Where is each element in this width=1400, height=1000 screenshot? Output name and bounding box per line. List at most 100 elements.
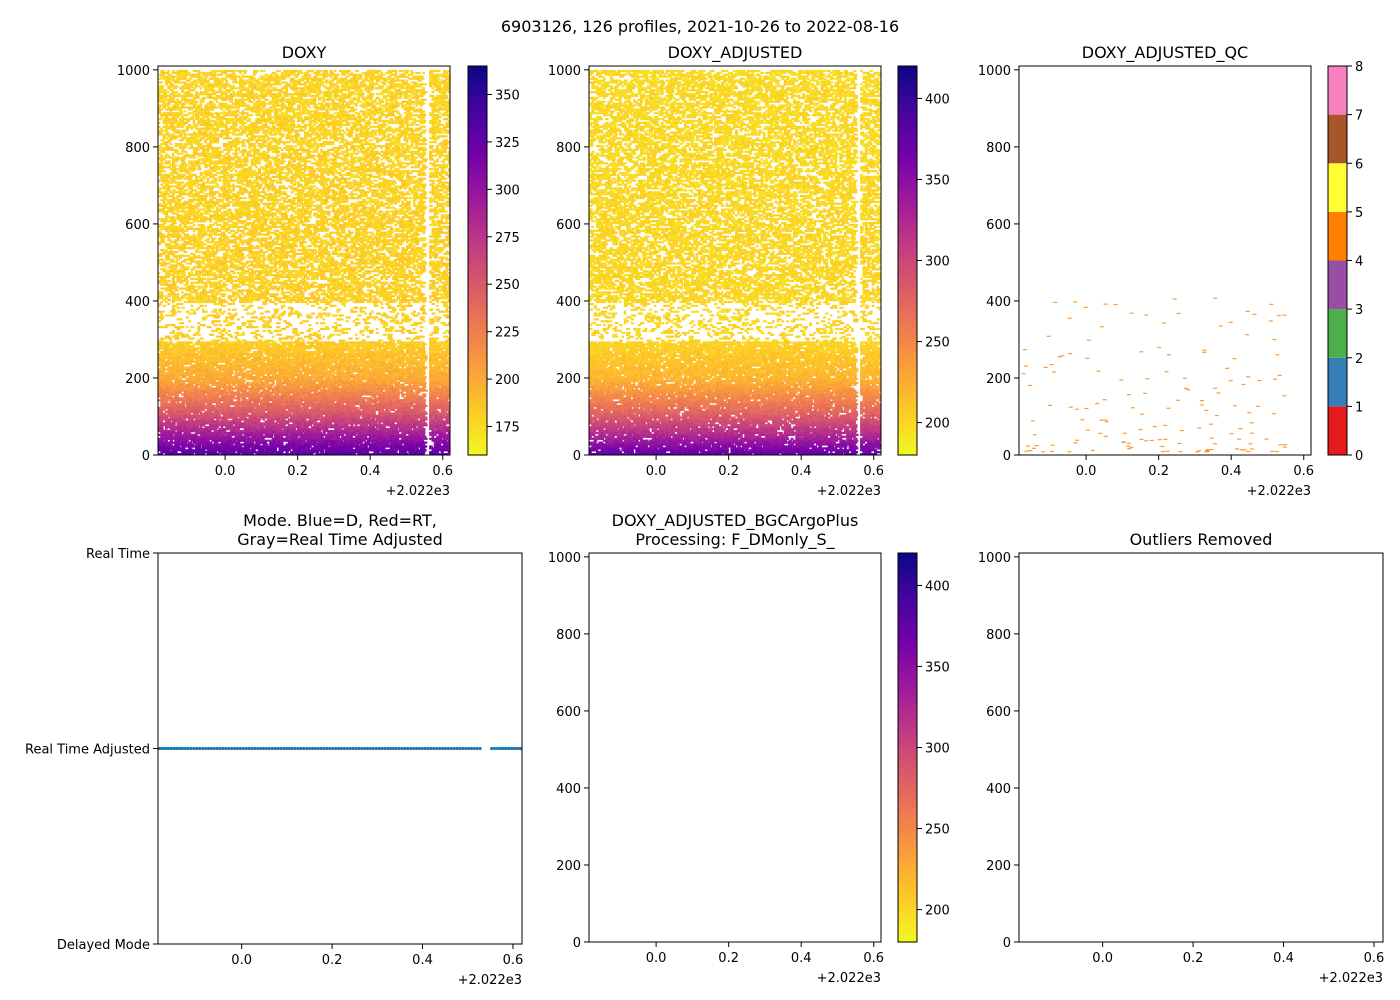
data-cell — [167, 412, 171, 415]
data-cell — [174, 412, 179, 415]
data-cell — [181, 404, 185, 408]
data-cell — [190, 204, 193, 207]
data-cell — [204, 139, 208, 142]
data-cell — [169, 252, 173, 255]
data-cell — [213, 356, 218, 359]
data-cell — [197, 364, 202, 367]
data-cell — [206, 426, 212, 429]
data-cell — [197, 327, 201, 331]
data-cell — [229, 443, 234, 446]
data-cell — [165, 270, 168, 273]
data-cell — [227, 202, 231, 205]
data-cell — [190, 397, 195, 400]
data-cell — [171, 168, 177, 171]
data-cell — [213, 297, 218, 300]
data-cell — [197, 104, 203, 107]
data-cell — [234, 150, 238, 153]
data-cell — [195, 372, 199, 375]
data-cell — [213, 181, 218, 184]
data-cell — [241, 212, 246, 215]
data-cell — [206, 399, 210, 402]
data-cell — [222, 112, 228, 115]
data-cell — [211, 170, 215, 173]
data-cell — [167, 349, 171, 352]
data-cell — [192, 69, 198, 73]
data-cell — [171, 160, 176, 163]
data-cell — [248, 401, 252, 404]
data-cell — [181, 243, 184, 246]
data-cell — [158, 252, 163, 255]
data-cell — [243, 206, 247, 209]
data-cell — [162, 366, 166, 369]
data-cell — [181, 175, 185, 178]
data-cell — [227, 343, 230, 346]
data-cell — [220, 395, 224, 398]
data-cell — [220, 449, 224, 452]
data-cell — [171, 87, 177, 90]
data-cell — [174, 254, 177, 257]
data-cell — [218, 408, 223, 411]
data-cell — [188, 320, 192, 323]
data-cell — [239, 127, 244, 130]
data-cell — [197, 370, 201, 373]
data-cell — [222, 114, 228, 117]
data-cell — [204, 112, 210, 115]
data-cell — [213, 202, 218, 205]
data-cell — [165, 83, 169, 86]
data-cell — [167, 210, 172, 213]
data-cell — [183, 87, 188, 90]
data-cell — [234, 341, 240, 344]
data-cell — [174, 222, 177, 225]
data-cell — [234, 239, 238, 242]
data-cell — [165, 104, 170, 107]
data-cell — [232, 379, 237, 383]
data-cell — [206, 381, 211, 384]
data-cell — [195, 420, 199, 423]
data-cell — [232, 173, 236, 176]
data-cell — [178, 158, 182, 161]
data-cell — [229, 98, 234, 101]
data-cell — [227, 374, 233, 377]
data-cell — [183, 210, 189, 213]
data-cell — [204, 145, 209, 148]
data-cell — [167, 189, 172, 192]
data-cell — [169, 349, 174, 352]
data-cell — [160, 275, 165, 279]
data-cell — [236, 106, 240, 109]
data-cell — [222, 85, 227, 88]
data-cell — [234, 370, 239, 373]
data-cell — [234, 331, 240, 334]
data-cell — [176, 431, 182, 435]
data-cell — [178, 439, 183, 442]
data-cell — [243, 447, 248, 450]
data-cell — [195, 256, 200, 259]
data-cell — [158, 412, 161, 415]
data-cell — [185, 287, 190, 290]
data-cell — [211, 393, 214, 396]
data-cell — [215, 183, 220, 186]
data-cell — [209, 264, 214, 267]
data-cell — [192, 73, 198, 76]
data-cell — [195, 374, 200, 377]
data-cell — [204, 75, 209, 78]
data-cell — [209, 225, 213, 228]
data-cell — [174, 374, 178, 377]
data-cell — [243, 187, 247, 190]
data-cell — [246, 254, 250, 257]
data-cell — [169, 378, 173, 381]
data-cell — [178, 360, 182, 363]
data-cell — [209, 145, 213, 148]
data-cell — [218, 308, 222, 311]
data-cell — [181, 379, 186, 383]
data-cell — [229, 349, 234, 352]
data-cell — [202, 443, 207, 446]
data-cell — [188, 77, 193, 80]
data-cell — [209, 403, 213, 406]
data-cell — [225, 235, 229, 238]
data-cell — [211, 73, 217, 76]
data-cell — [227, 272, 231, 275]
data-cell — [218, 439, 222, 442]
data-cell — [220, 108, 223, 111]
data-cell — [202, 418, 207, 421]
data-cell — [236, 166, 242, 169]
